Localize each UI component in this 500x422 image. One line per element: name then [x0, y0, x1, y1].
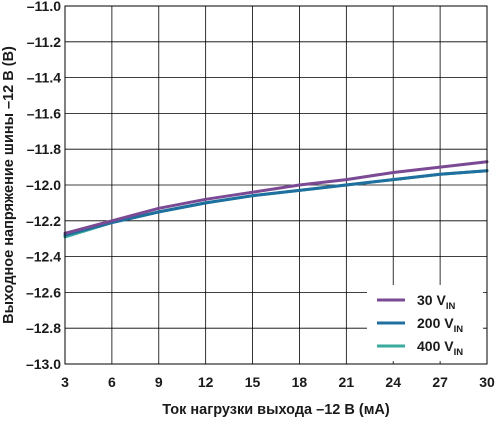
y-tick-label: –12.6 [26, 284, 61, 300]
legend-label: 400 VIN [417, 338, 463, 358]
x-tick-label: 3 [61, 374, 69, 390]
series-line [63, 169, 489, 237]
x-axis-ticks: 3 6 9 12 15 18 21 24 27 30 [61, 374, 495, 390]
series-line [63, 160, 489, 235]
x-axis-title: Ток нагрузки выхода –12 В (мА) [162, 402, 390, 418]
plot-area-frame [64, 5, 488, 365]
x-tick-label: 21 [339, 374, 355, 390]
y-tick-label: –12.8 [26, 320, 61, 336]
x-tick-label: 24 [385, 374, 401, 390]
y-tick-label: –11.2 [27, 34, 61, 50]
x-tick-label: 27 [432, 374, 448, 390]
y-axis-title: Выходное напряжение шины –12 В (В) [1, 46, 17, 324]
y-tick-label: –11.0 [27, 0, 61, 14]
series-lines [63, 160, 489, 239]
x-tick-label: 12 [198, 374, 214, 390]
y-tick-label: –11.6 [27, 105, 61, 121]
x-tick-label: 30 [479, 374, 495, 390]
y-tick-label: –11.4 [27, 70, 61, 86]
y-tick-label: –12.4 [26, 249, 61, 265]
legend-label: 200 VIN [417, 315, 463, 335]
x-tick-label: 6 [108, 374, 116, 390]
y-axis-ticks: –11.0 –11.2 –11.4 –11.6 –11.8 –12.0 –12.2 –12.4… [26, 0, 61, 372]
series-line [63, 169, 489, 239]
y-tick-label: –12.0 [26, 177, 61, 193]
x-tick-label: 15 [245, 374, 261, 390]
x-tick-label: 18 [292, 374, 308, 390]
y-tick-label: –11.8 [27, 141, 61, 157]
y-tick-label: –12.2 [26, 213, 61, 229]
y-tick-label: –13.0 [26, 356, 61, 372]
x-tick-label: 9 [155, 374, 163, 390]
